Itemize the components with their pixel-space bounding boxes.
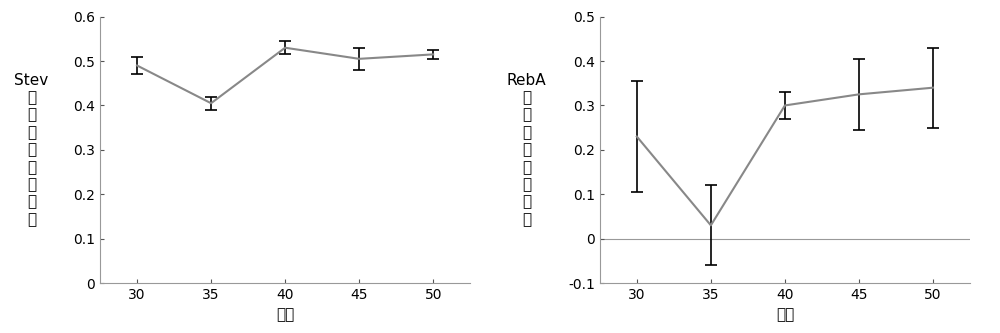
Y-axis label: RebA
峰
面
积
减
少
百
分
比: RebA 峰 面 积 减 少 百 分 比: [507, 73, 546, 227]
Y-axis label: Stev
峰
面
积
减
少
百
分
比: Stev 峰 面 积 减 少 百 分 比: [14, 73, 49, 227]
X-axis label: 温度: 温度: [276, 307, 294, 322]
X-axis label: 温度: 温度: [776, 307, 794, 322]
